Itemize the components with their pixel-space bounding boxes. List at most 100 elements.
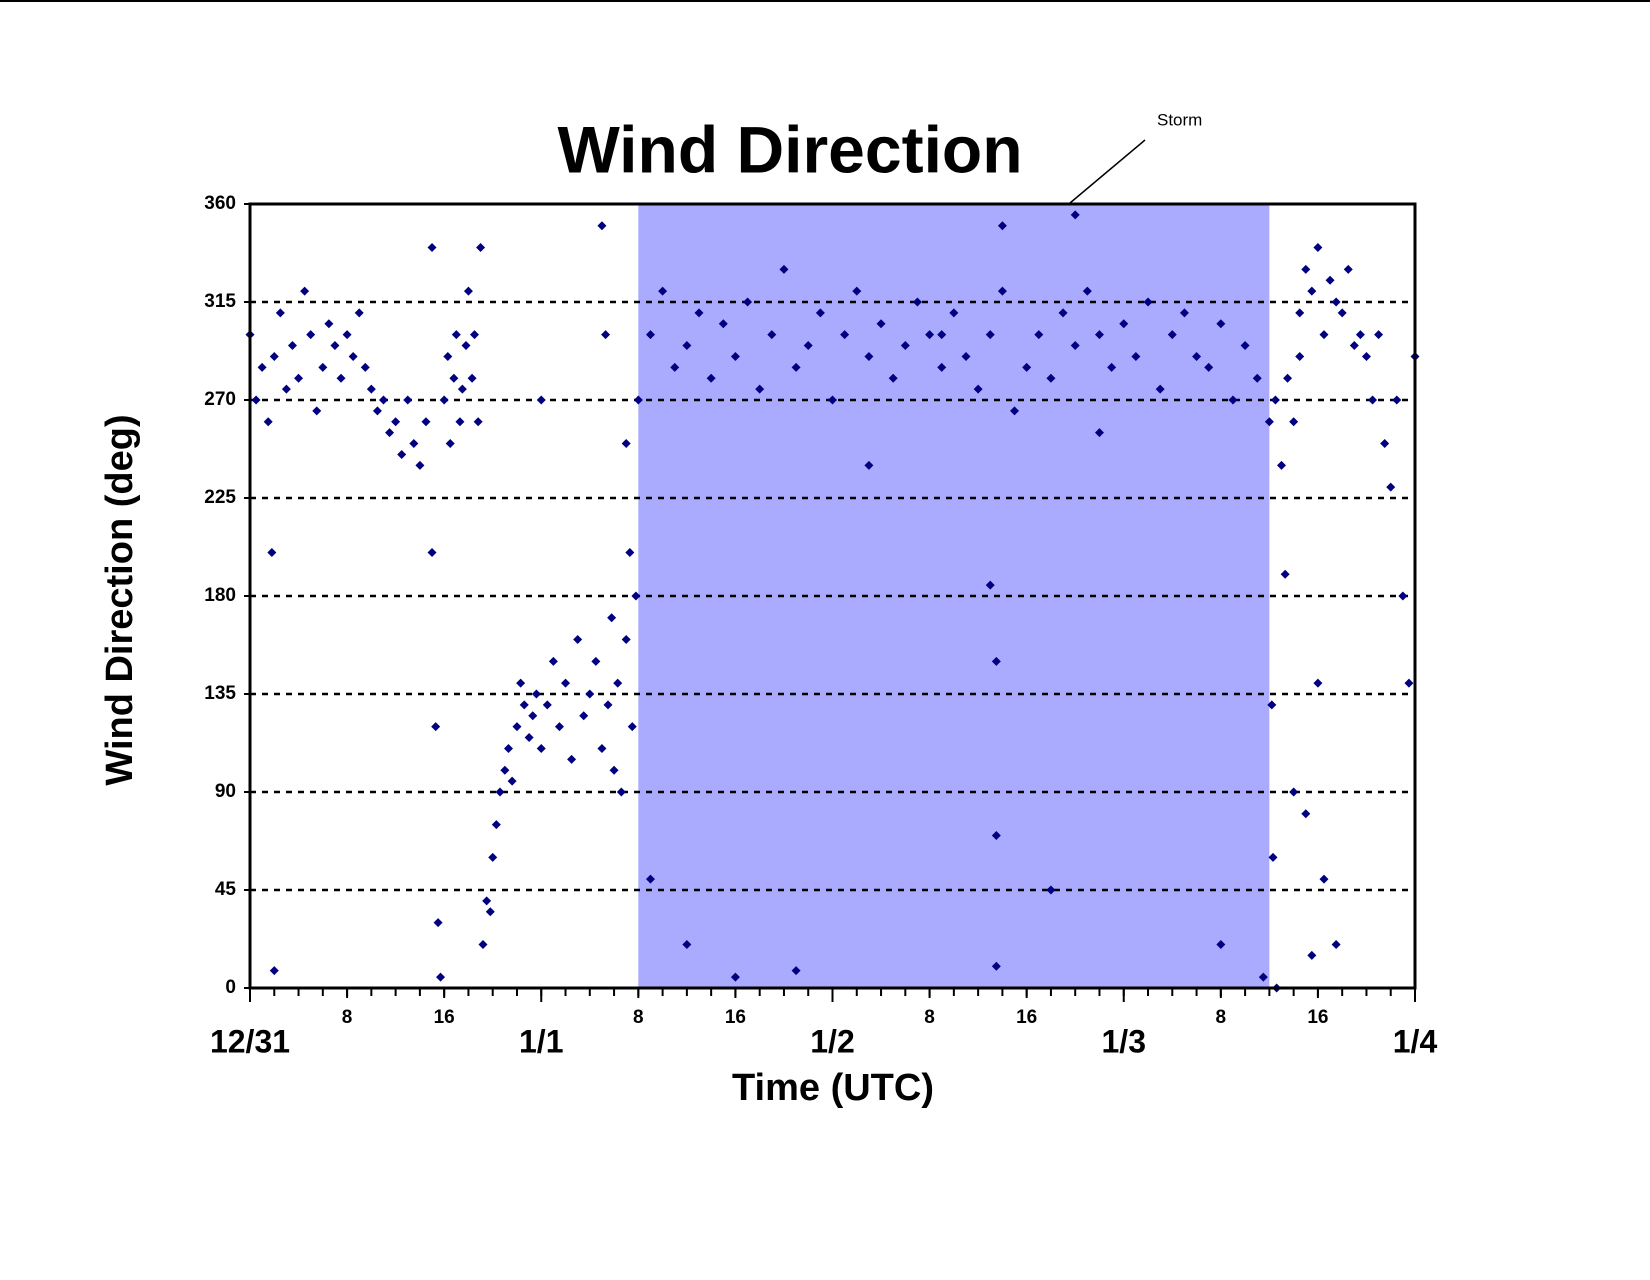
data-point [591, 656, 601, 666]
data-point [391, 417, 401, 427]
data-point [991, 831, 1001, 841]
x-hour-label: 8 [633, 1007, 644, 1028]
data-point [1179, 308, 1189, 318]
x-axis-label: Time (UTC) [732, 1067, 934, 1109]
data-point [937, 362, 947, 372]
data-point [1277, 460, 1287, 470]
data-point [470, 330, 480, 340]
data-point [973, 384, 983, 394]
chart-title: Wind Direction [557, 112, 1022, 186]
data-point [403, 395, 413, 405]
data-point [682, 939, 692, 949]
x-date-label: 1/3 [1102, 1023, 1146, 1059]
data-point [1361, 351, 1371, 361]
data-point [1264, 417, 1274, 427]
data-point [1398, 591, 1408, 601]
data-point [1331, 297, 1341, 307]
data-point [554, 722, 564, 732]
y-tick-label: 0 [225, 977, 236, 998]
data-point [1094, 428, 1104, 438]
data-point [694, 308, 704, 318]
data-point [1070, 341, 1080, 351]
data-point [603, 700, 613, 710]
data-point [421, 417, 431, 427]
data-point [828, 395, 837, 405]
data-point [528, 711, 538, 721]
data-point [1313, 243, 1323, 253]
data-point [1386, 482, 1396, 492]
data-point [1313, 678, 1323, 688]
data-point [767, 330, 777, 340]
data-point [354, 308, 364, 318]
data-point [579, 711, 589, 721]
data-point [461, 341, 471, 351]
data-point [1143, 297, 1153, 307]
data-point [925, 330, 935, 340]
data-point [427, 547, 437, 557]
data-point [718, 319, 728, 329]
data-point [1301, 809, 1311, 819]
data-point [503, 743, 513, 753]
data-point [1374, 330, 1384, 340]
data-point [491, 820, 501, 830]
data-point [633, 395, 643, 405]
data-point [852, 286, 862, 296]
data-point [840, 330, 850, 340]
y-tick-label: 360 [204, 193, 236, 214]
data-point [436, 972, 446, 982]
data-point [561, 678, 571, 688]
data-point [267, 547, 277, 557]
data-point [1325, 275, 1335, 285]
data-point [519, 700, 529, 710]
data-point [1119, 319, 1129, 329]
data-point [1107, 362, 1117, 372]
data-point [542, 700, 552, 710]
x-date-label: 12/31 [210, 1023, 290, 1059]
annotation: Storm [1157, 110, 1202, 129]
data-point [378, 395, 388, 405]
data-point [1216, 319, 1226, 329]
x-hour-label: 8 [342, 1007, 353, 1028]
data-point [366, 384, 376, 394]
data-point [1343, 264, 1353, 274]
data-point [397, 449, 407, 459]
data-point [1240, 341, 1250, 351]
data-point [791, 966, 801, 976]
data-point [306, 330, 316, 340]
y-axis-label: Wind Direction (deg) [99, 414, 141, 785]
data-point [457, 384, 467, 394]
data-point [1307, 286, 1317, 296]
data-point [912, 297, 922, 307]
data-point [1331, 939, 1341, 949]
data-point [1307, 950, 1317, 960]
data-point [991, 961, 1001, 971]
data-point [1280, 569, 1290, 579]
data-point [1252, 373, 1262, 383]
data-point [730, 351, 740, 361]
data-point [1289, 417, 1299, 427]
data-point [281, 384, 291, 394]
data-point [997, 286, 1007, 296]
data-point [1355, 330, 1365, 340]
data-point [876, 319, 886, 329]
data-point [324, 319, 334, 329]
data-point [342, 330, 352, 340]
data-point [1131, 351, 1141, 361]
data-point [431, 722, 441, 732]
data-point [1046, 885, 1056, 895]
data-point [275, 308, 285, 318]
x-hour-label: 16 [725, 1007, 746, 1028]
data-point [269, 351, 279, 361]
data-point [627, 722, 637, 732]
data-point [488, 852, 498, 862]
data-point [1270, 395, 1280, 405]
plot-frame [248, 202, 1417, 990]
data-point [985, 330, 995, 340]
data-point [670, 362, 680, 372]
data-point [1058, 308, 1068, 318]
data-point [601, 330, 611, 340]
data-point [485, 907, 495, 917]
data-point [439, 395, 449, 405]
data-point [682, 341, 692, 351]
